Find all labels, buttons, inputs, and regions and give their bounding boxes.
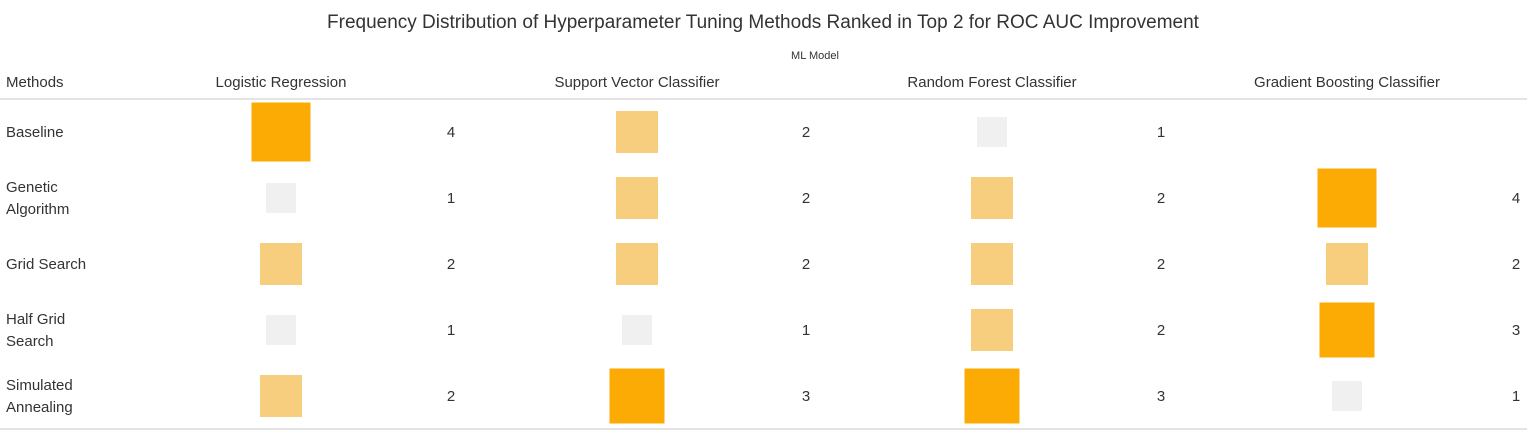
row-header-label: Methods xyxy=(6,74,64,91)
row-label: Baseline xyxy=(6,124,64,141)
value-label: 2 xyxy=(447,256,455,273)
row-label: Simulated xyxy=(6,377,73,394)
row-label: Genetic xyxy=(6,179,58,196)
value-label: 2 xyxy=(447,388,455,405)
value-label: 2 xyxy=(1157,322,1165,339)
heat-square xyxy=(616,111,658,153)
heat-square xyxy=(971,243,1013,285)
heat-square xyxy=(1326,243,1368,285)
heat-square xyxy=(260,243,302,285)
heat-square xyxy=(266,315,296,345)
column-header-label: Support Vector Classifier xyxy=(554,74,719,91)
column-header-label: Random Forest Classifier xyxy=(907,74,1076,91)
chart-title: Frequency Distribution of Hyperparameter… xyxy=(327,12,1200,33)
value-label: 1 xyxy=(447,322,455,339)
heat-square xyxy=(622,315,652,345)
value-label: 1 xyxy=(802,322,810,339)
heat-square xyxy=(260,375,302,417)
column-header-label: Logistic Regression xyxy=(216,74,347,91)
column-group-label: ML Model xyxy=(791,50,839,62)
heat-square xyxy=(616,177,658,219)
heat-square xyxy=(609,368,665,424)
value-label: 2 xyxy=(1157,256,1165,273)
row-label: Half Grid xyxy=(6,311,65,328)
heat-square xyxy=(971,309,1013,351)
value-label: 1 xyxy=(1512,388,1520,405)
value-label: 2 xyxy=(802,190,810,207)
value-label: 2 xyxy=(802,256,810,273)
heat-square xyxy=(266,183,296,213)
value-label: 3 xyxy=(802,388,810,405)
value-label: 4 xyxy=(447,124,455,141)
value-label: 3 xyxy=(1157,388,1165,405)
row-label: Annealing xyxy=(6,399,73,416)
heat-square xyxy=(971,177,1013,219)
column-header-label: Gradient Boosting Classifier xyxy=(1254,74,1440,91)
heat-square xyxy=(251,102,311,162)
value-label: 3 xyxy=(1512,322,1520,339)
heat-square xyxy=(964,368,1020,424)
heat-square xyxy=(1319,302,1375,358)
value-label: 2 xyxy=(1512,256,1520,273)
value-label: 2 xyxy=(1157,190,1165,207)
heat-square xyxy=(977,117,1007,147)
value-label: 4 xyxy=(1512,190,1520,207)
row-label: Grid Search xyxy=(6,256,86,273)
value-label: 2 xyxy=(802,124,810,141)
heat-square xyxy=(616,243,658,285)
row-label: Algorithm xyxy=(6,201,69,218)
value-label: 1 xyxy=(447,190,455,207)
chart-marks: Logistic Regression Support Vector Classi… xyxy=(6,74,1520,424)
row-label: Search xyxy=(6,333,54,350)
value-label: 1 xyxy=(1157,124,1165,141)
heat-square xyxy=(1332,381,1362,411)
heat-square xyxy=(1317,168,1377,228)
